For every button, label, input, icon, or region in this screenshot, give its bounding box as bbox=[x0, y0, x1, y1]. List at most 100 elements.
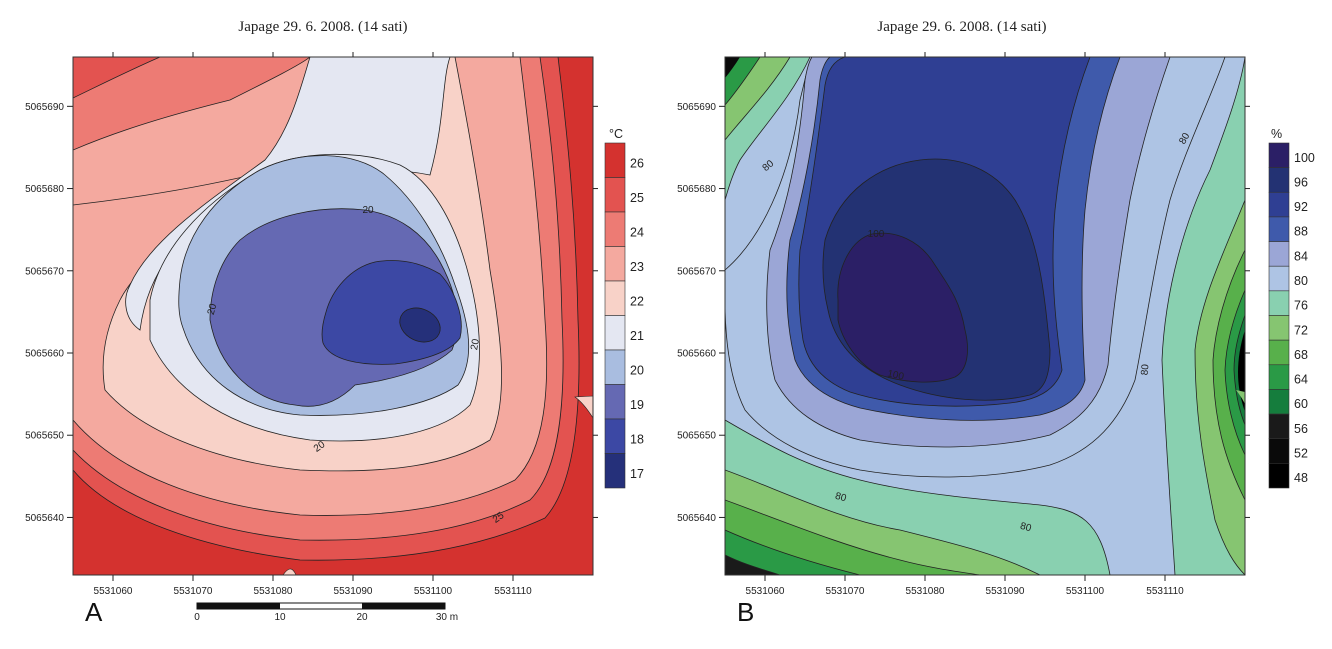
colorbar-swatch bbox=[604, 418, 626, 454]
level-fill-56-bottom bbox=[725, 554, 781, 575]
scale-bar-label: 10 bbox=[274, 612, 286, 623]
panel-b-contour-field bbox=[725, 57, 1245, 575]
colorbar-swatch bbox=[1268, 463, 1290, 489]
x-tick-label: 5531110 bbox=[494, 586, 532, 597]
colorbar-swatch bbox=[1268, 438, 1290, 464]
x-tick-label: 5531110 bbox=[1146, 586, 1184, 597]
y-tick-label: 5065690 bbox=[25, 102, 64, 113]
x-tick-label: 5531060 bbox=[746, 586, 785, 597]
colorbar-label: 72 bbox=[1294, 323, 1308, 337]
colorbar-label: 84 bbox=[1294, 249, 1308, 263]
colorbar-label: 88 bbox=[1294, 225, 1308, 239]
level-fill-17 bbox=[399, 307, 441, 343]
colorbar-swatch bbox=[1268, 167, 1290, 193]
contour-label: 80 bbox=[1140, 363, 1152, 375]
colorbar-label: 100 bbox=[1294, 151, 1315, 165]
panel-a: Japage 29. 6. 2008. (14 sati) 20 20 20 bbox=[25, 19, 644, 627]
colorbar-label: 76 bbox=[1294, 299, 1308, 313]
y-tick-label: 5065650 bbox=[677, 431, 716, 442]
panel-b: Japage 29. 6. 2008. (14 sati) bbox=[677, 19, 1315, 627]
contour-label: 100 bbox=[886, 368, 905, 382]
y-tick-label: 5065660 bbox=[677, 349, 716, 360]
colorbar-swatch bbox=[1268, 290, 1290, 316]
panel-a-axis-ticks: 5531060 5531070 5531080 5531090 5531100 55311… bbox=[25, 52, 598, 597]
colorbar-label: 56 bbox=[1294, 422, 1308, 436]
colorbar-label: 60 bbox=[1294, 397, 1308, 411]
colorbar-label: 19 bbox=[630, 398, 644, 412]
y-tick-label: 5065660 bbox=[25, 349, 64, 360]
colorbar-swatch bbox=[1268, 241, 1290, 267]
contour-label: 80 bbox=[1177, 131, 1192, 147]
level-fill-100 bbox=[837, 232, 968, 383]
colorbar-label: 22 bbox=[630, 295, 644, 309]
colorbar-swatch bbox=[1268, 216, 1290, 242]
colorbar-label: 26 bbox=[630, 157, 644, 171]
colorbar-swatch bbox=[1268, 265, 1290, 292]
level-fill-edge-right bbox=[574, 395, 593, 419]
panel-label-b: B bbox=[737, 597, 754, 627]
scale-bar-label: 0 bbox=[194, 612, 200, 623]
x-tick-label: 5531100 bbox=[1066, 586, 1105, 597]
contour-label: 20 bbox=[362, 205, 374, 216]
colorbar-label: 18 bbox=[630, 433, 644, 447]
contour-label: 80 bbox=[834, 491, 848, 505]
colorbar-swatch bbox=[1268, 142, 1290, 168]
y-tick-label: 5065690 bbox=[677, 102, 716, 113]
colorbar-swatch bbox=[604, 211, 626, 247]
colorbar-swatch bbox=[604, 177, 626, 213]
y-tick-label: 5065640 bbox=[677, 513, 716, 524]
x-tick-label: 5531070 bbox=[826, 586, 865, 597]
colorbar-label: 21 bbox=[630, 329, 644, 343]
scale-bar: 0 10 20 30 m bbox=[194, 602, 458, 623]
x-tick-label: 5531090 bbox=[986, 586, 1025, 597]
panel-b-title: Japage 29. 6. 2008. (14 sati) bbox=[877, 19, 1046, 35]
panel-label-a: A bbox=[85, 597, 103, 627]
colorbar-label: 48 bbox=[1294, 471, 1308, 485]
x-tick-label: 5531090 bbox=[334, 586, 373, 597]
colorbar-swatch bbox=[1268, 339, 1290, 366]
x-tick-label: 5531070 bbox=[174, 586, 213, 597]
colorbar-swatch bbox=[1268, 389, 1290, 415]
panel-b-colorbar: % 100 96 92 88 84 80 76 72 68 64 60 56 52 48 bbox=[1268, 127, 1315, 489]
scale-bar-label: 20 bbox=[356, 612, 368, 623]
x-tick-label: 5531080 bbox=[906, 586, 945, 597]
colorbar-swatch bbox=[604, 142, 626, 178]
contour-label: 20 bbox=[469, 338, 482, 351]
x-tick-label: 5531100 bbox=[414, 586, 453, 597]
colorbar-label: 25 bbox=[630, 191, 644, 205]
y-tick-label: 5065680 bbox=[677, 184, 716, 195]
y-tick-label: 5065650 bbox=[25, 431, 64, 442]
colorbar-label: 23 bbox=[630, 260, 644, 274]
colorbar-swatch bbox=[604, 384, 626, 420]
y-tick-label: 5065670 bbox=[25, 266, 64, 277]
colorbar-swatch bbox=[604, 246, 626, 282]
colorbar-unit: % bbox=[1271, 127, 1282, 141]
colorbar-label: 24 bbox=[630, 226, 644, 240]
y-tick-label: 5065680 bbox=[25, 184, 64, 195]
level-fill-edge-right bbox=[1236, 390, 1245, 404]
panel-a-title: Japage 29. 6. 2008. (14 sati) bbox=[238, 19, 407, 35]
colorbar-label: 92 bbox=[1294, 200, 1308, 214]
colorbar-swatch bbox=[604, 453, 626, 489]
colorbar-swatch bbox=[604, 315, 626, 351]
colorbar-unit: °C bbox=[609, 127, 623, 141]
x-tick-label: 5531060 bbox=[94, 586, 133, 597]
panel-b-contour-labels: 80 80 80 80 80 100 100 bbox=[761, 131, 1193, 535]
colorbar-label: 80 bbox=[1294, 274, 1308, 288]
colorbar-label: 17 bbox=[630, 467, 644, 481]
colorbar-label: 96 bbox=[1294, 175, 1308, 189]
scale-bar-segment bbox=[362, 603, 445, 609]
colorbar-label: 20 bbox=[630, 364, 644, 378]
x-tick-label: 5531080 bbox=[254, 586, 293, 597]
colorbar-label: 52 bbox=[1294, 447, 1308, 461]
level-fill-52-corner bbox=[725, 57, 740, 78]
panel-a-colorbar: °C 26 25 24 23 22 21 20 19 18 17 bbox=[604, 127, 644, 489]
panel-b-axis-ticks: 5531060 5531070 5531080 5531090 5531100 55311… bbox=[677, 52, 1250, 597]
y-tick-label: 5065640 bbox=[25, 513, 64, 524]
scale-bar-label: 30 m bbox=[436, 612, 458, 623]
colorbar-swatch bbox=[604, 280, 626, 316]
panel-b-plot-frame bbox=[724, 56, 1246, 576]
contour-label: 80 bbox=[1019, 521, 1033, 535]
colorbar-swatch bbox=[1268, 364, 1290, 390]
